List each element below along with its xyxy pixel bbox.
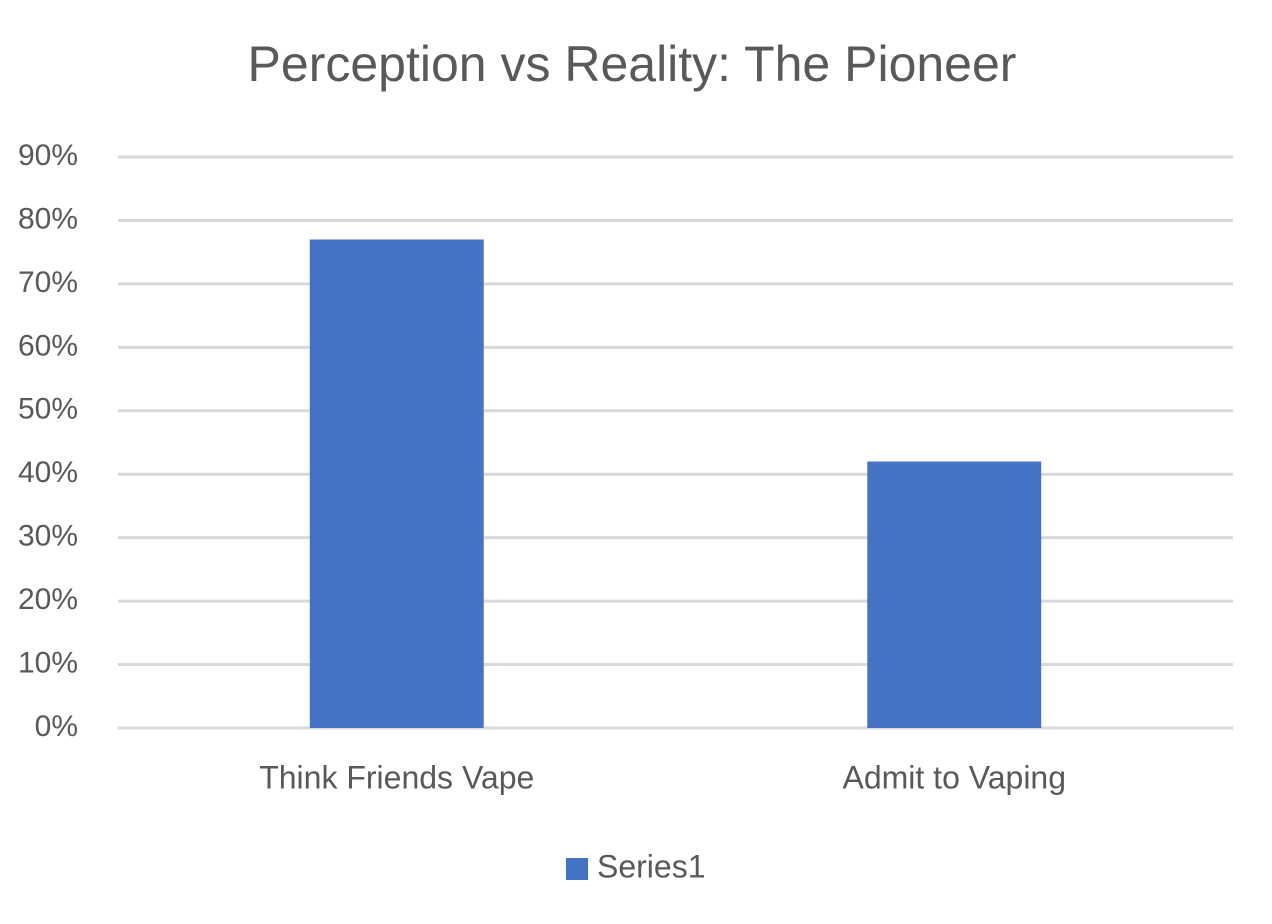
- legend-label: Series1: [597, 848, 706, 884]
- chart-title: Perception vs Reality: The Pioneer: [248, 36, 1017, 92]
- y-tick-label: 70%: [18, 266, 78, 299]
- y-tick-label: 40%: [18, 456, 78, 489]
- y-tick-label: 60%: [18, 329, 78, 362]
- y-tick-label: 0%: [35, 710, 78, 743]
- bar: [867, 461, 1042, 728]
- y-tick-label: 10%: [18, 646, 78, 679]
- y-tick-label: 80%: [18, 202, 78, 235]
- x-tick-label: Think Friends Vape: [259, 759, 534, 795]
- y-tick-label: 50%: [18, 393, 78, 426]
- y-tick-label: 20%: [18, 583, 78, 616]
- x-tick-label: Admit to Vaping: [842, 759, 1066, 795]
- y-tick-label: 30%: [18, 520, 78, 553]
- y-tick-label: 90%: [18, 139, 78, 172]
- legend-swatch: [566, 858, 588, 880]
- bar: [309, 239, 484, 728]
